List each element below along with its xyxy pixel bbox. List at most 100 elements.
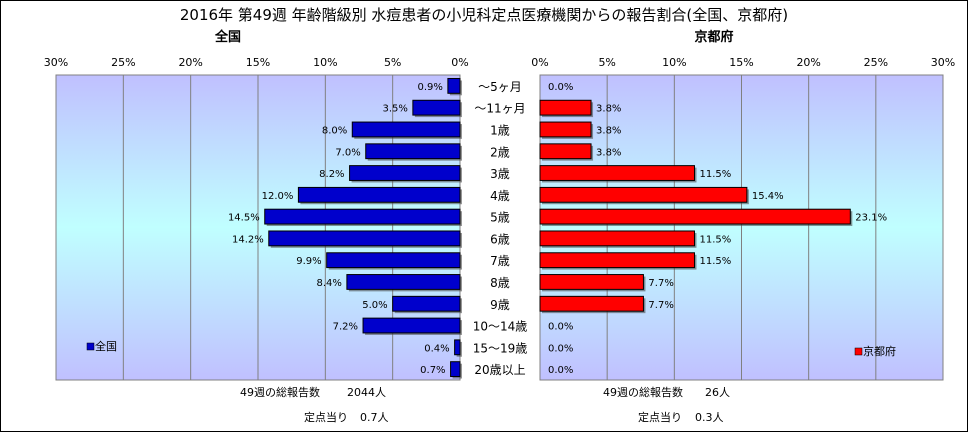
right-data-label: 7.7% [648,300,673,311]
left-bar [264,208,461,225]
right-legend-label: 京都府 [863,344,896,358]
right-per-label: 定点当り [638,410,682,424]
right-tick-label: 30% [931,56,955,69]
right-bar [539,252,695,269]
left-reports-label: 49週の総報告数 [240,385,320,399]
right-panel-plot: 0% 5% 10% 15% 20% 25% 30% 0.0% 3.8% 3.8% 3.8% 11.5%… [531,56,955,381]
left-panel-subtitle: 全国 [214,29,241,45]
category-label: 20歳以上 [474,363,525,377]
right-panel-subtitle: 京都府 [694,29,733,45]
right-reports-label: 49週の総報告数 [603,385,683,399]
left-bar [450,361,461,378]
right-data-label: 3.8% [596,147,621,158]
left-tick-label: 0% [451,56,468,69]
left-per-value: 0.7人 [360,411,389,424]
left-data-label: 9.9% [296,256,321,267]
right-bar [539,230,695,247]
left-bar [297,186,461,203]
right-data-label: 23.1% [855,213,887,224]
left-reports-value: 2044人 [347,386,386,399]
category-label: 7歳 [490,254,510,268]
left-data-label: 0.7% [420,365,445,376]
category-label: 8歳 [490,276,510,290]
left-tick-label: 25% [111,56,135,69]
right-bar [539,165,695,181]
left-bar [351,121,461,138]
right-footer: 49週の総報告数 26人 定点当り 0.3人 [603,385,730,424]
right-reports-value: 26人 [705,386,730,399]
right-legend-swatch [854,347,863,356]
left-per-label: 定点当り [304,410,348,424]
right-bar [539,295,644,312]
right-data-label: 11.5% [699,169,731,180]
right-data-label: 0.0% [548,82,573,93]
right-tick-label: 20% [796,56,820,69]
left-data-label: 0.4% [424,343,449,354]
left-bar [326,252,461,269]
right-data-label: 0.0% [548,365,573,376]
chart-title: 2016年 第49週 年齢階級別 水痘患者の小児科定点医療機関からの報告割合(全… [180,6,788,24]
right-bar [539,274,644,290]
left-data-label: 12.0% [262,191,294,202]
left-tick-label: 20% [178,56,202,69]
left-legend: 全国 [86,339,117,353]
category-label: 1歳 [490,123,510,137]
left-data-label: 14.2% [232,234,264,245]
right-bar [539,99,592,116]
left-data-label: 7.0% [335,147,360,158]
category-label: ～5ヶ月 [478,80,522,94]
right-data-label: 11.5% [699,234,731,245]
right-data-label: 7.7% [648,278,673,289]
left-footer: 49週の総報告数 2044人 定点当り 0.7人 [240,385,389,424]
right-per-value: 0.3人 [695,411,724,424]
left-bar [362,317,461,334]
right-bar [539,121,592,138]
category-label: 6歳 [490,232,510,246]
right-bar [539,143,592,160]
right-data-label: 0.0% [548,343,573,354]
left-tick-label: 15% [246,56,270,69]
left-bar [392,295,461,312]
right-tick-label: 25% [864,56,888,69]
right-data-label: 3.8% [596,125,621,136]
left-legend-swatch [86,342,95,351]
left-legend-label: 全国 [95,339,117,353]
left-bar [268,230,461,247]
right-legend: 京都府 [854,344,896,358]
left-data-label: 8.4% [316,278,341,289]
right-bar [539,186,748,203]
left-bar [447,77,461,94]
category-label: 15～19歳 [473,341,528,355]
right-tick-label: 15% [729,56,753,69]
left-tick-label: 30% [44,56,68,69]
left-data-label: 7.2% [333,322,358,333]
left-bar [365,143,461,160]
right-data-label: 15.4% [752,191,784,202]
left-tick-label: 10% [313,56,337,69]
left-data-label: 5.0% [362,300,387,311]
left-bar [346,274,461,290]
right-tick-label: 5% [598,56,615,69]
left-data-label: 8.2% [319,169,344,180]
category-label: 9歳 [490,298,510,312]
category-labels: ～5ヶ月 ～11ヶ月 1歳 2歳 3歳 4歳 5歳 6歳 7歳 8歳 9歳 10～14歳 15～19歳 2… [473,80,528,377]
left-data-label: 8.0% [322,125,347,136]
right-data-label: 0.0% [548,322,573,333]
left-bar [412,99,461,116]
right-data-label: 11.5% [699,256,731,267]
right-tick-label: 0% [531,56,548,69]
left-data-label: 3.5% [382,104,407,115]
category-label: ～11ヶ月 [474,102,525,116]
right-tick-label: 10% [662,56,686,69]
left-panel-plot: 0% 5% 10% 15% 20% 25% 30% 0.9% 3.5% 8.0% 7.0% 8.2% 1… [44,56,469,381]
category-label: 4歳 [490,189,510,203]
left-bar [349,165,461,181]
left-data-label: 0.9% [417,82,442,93]
left-data-label: 14.5% [228,213,260,224]
category-label: 5歳 [490,211,510,225]
right-bar [539,208,851,225]
category-label: 10～14歳 [473,320,528,334]
category-label: 3歳 [490,167,510,181]
left-bar [454,339,461,356]
